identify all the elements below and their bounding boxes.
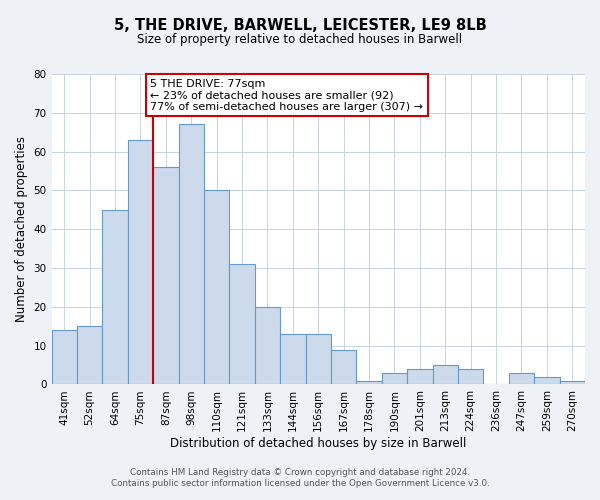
Bar: [433, 365, 458, 384]
Bar: [204, 190, 229, 384]
Text: Size of property relative to detached houses in Barwell: Size of property relative to detached ho…: [137, 32, 463, 46]
Bar: [153, 167, 179, 384]
Bar: [255, 307, 280, 384]
Bar: [458, 369, 484, 384]
Text: 5 THE DRIVE: 77sqm
← 23% of detached houses are smaller (92)
77% of semi-detache: 5 THE DRIVE: 77sqm ← 23% of detached hou…: [150, 78, 423, 112]
Bar: [103, 210, 128, 384]
Bar: [407, 369, 433, 384]
Bar: [305, 334, 331, 384]
Bar: [331, 350, 356, 384]
Bar: [280, 334, 305, 384]
X-axis label: Distribution of detached houses by size in Barwell: Distribution of detached houses by size …: [170, 437, 466, 450]
Bar: [382, 373, 407, 384]
Y-axis label: Number of detached properties: Number of detached properties: [15, 136, 28, 322]
Bar: [52, 330, 77, 384]
Bar: [509, 373, 534, 384]
Bar: [77, 326, 103, 384]
Bar: [356, 380, 382, 384]
Text: 5, THE DRIVE, BARWELL, LEICESTER, LE9 8LB: 5, THE DRIVE, BARWELL, LEICESTER, LE9 8L…: [113, 18, 487, 32]
Bar: [179, 124, 204, 384]
Text: Contains HM Land Registry data © Crown copyright and database right 2024.
Contai: Contains HM Land Registry data © Crown c…: [110, 468, 490, 487]
Bar: [229, 264, 255, 384]
Bar: [128, 140, 153, 384]
Bar: [560, 380, 585, 384]
Bar: [534, 376, 560, 384]
